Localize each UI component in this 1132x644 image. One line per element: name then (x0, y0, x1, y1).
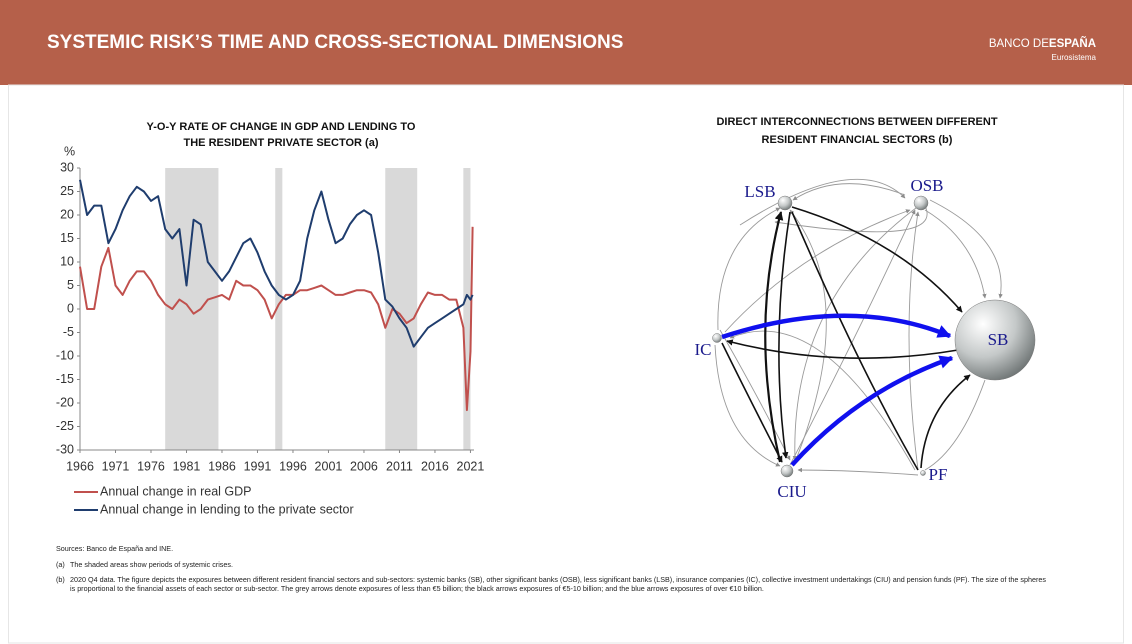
edge (924, 209, 987, 299)
edge (714, 344, 781, 467)
x-tick-label: 1991 (244, 459, 272, 473)
y-tick-label: 10 (60, 254, 74, 268)
edge (790, 355, 954, 467)
node-sphere (712, 333, 722, 343)
edge (719, 329, 791, 461)
x-tick-label: 1981 (173, 459, 201, 473)
x-tick-label: 2021 (457, 459, 485, 473)
node-label: SB (988, 330, 1009, 349)
y-tick-label: 30 (60, 160, 74, 174)
crisis-shade (165, 168, 219, 450)
node-label: CIU (777, 482, 806, 501)
y-tick-label: -10 (56, 348, 74, 362)
note: (b) 2020 Q4 data. The figure depicts the … (56, 575, 1046, 593)
edge (721, 342, 783, 463)
edge (717, 207, 781, 331)
x-tick-label: 1971 (102, 459, 130, 473)
node-sphere (777, 195, 793, 211)
note-text: 2020 Q4 data. The figure depicts the exp… (70, 575, 1046, 593)
chart-title: THE RESIDENT PRIVATE SECTOR (a) (184, 137, 379, 149)
y-tick-label: -15 (56, 372, 74, 386)
y-tick-label: -25 (56, 419, 74, 433)
edge (791, 211, 919, 471)
y-tick-label: 0 (67, 301, 74, 315)
note: (a) The shaded areas show periods of syst… (56, 560, 1046, 569)
diagram-title: RESIDENT FINANCIAL SECTORS (b) (762, 134, 953, 146)
edge (764, 211, 784, 463)
edge (797, 467, 919, 476)
y-tick-label: 25 (60, 184, 74, 198)
y-tick-label: -30 (56, 442, 74, 456)
x-tick-label: 2011 (386, 459, 413, 473)
x-tick-label: 2016 (421, 459, 449, 473)
edge (778, 211, 791, 459)
y-tick-label: -5 (63, 325, 74, 339)
edge (929, 199, 1003, 299)
edge (721, 313, 952, 340)
node-sphere (913, 195, 929, 211)
edge (729, 330, 916, 471)
node-label: OSB (910, 176, 943, 195)
edge (724, 209, 911, 333)
legend-label: Annual change in real GDP (100, 484, 251, 498)
black-edges (721, 206, 971, 471)
edge (739, 178, 906, 226)
chart-title: Y-O-Y RATE OF CHANGE IN GDP AND LENDING … (147, 121, 416, 133)
x-tick-label: 1996 (279, 459, 307, 473)
diagram-title: DIRECT INTERCONNECTIONS BETWEEN DIFFEREN… (716, 116, 997, 128)
note-text: The shaded areas show periods of systemi… (70, 560, 233, 569)
edge (774, 197, 928, 233)
x-tick-label: 2001 (315, 459, 343, 473)
edge (792, 183, 906, 201)
edge (924, 379, 986, 471)
brand-b: ESPAÑA (1049, 37, 1096, 50)
brand-sub: Eurosistema (1052, 53, 1097, 62)
crisis-shade (385, 168, 418, 450)
note-label: (b) (56, 575, 65, 584)
edge (908, 211, 920, 471)
node-label: LSB (744, 182, 775, 201)
edge (791, 206, 963, 313)
edge (726, 339, 959, 359)
series-line (79, 226, 474, 412)
edge (792, 204, 921, 461)
y-tick-label: 15 (60, 231, 74, 245)
x-tick-label: 2006 (350, 459, 378, 473)
crisis-shade (275, 168, 283, 450)
y-tick-label: 5 (67, 278, 74, 292)
node-label: PF (929, 465, 948, 484)
x-tick-label: 1966 (66, 459, 94, 473)
node-sphere (780, 464, 794, 478)
x-tick-label: 1976 (137, 459, 165, 473)
node-label: IC (695, 340, 712, 359)
y-tick-label: 20 (60, 207, 74, 221)
note-label: (a) (56, 560, 65, 569)
brand: BANCO DEESPAÑA (989, 37, 1096, 50)
edge (789, 209, 916, 466)
brand-a: BANCO DE (989, 38, 1049, 50)
y-tick-label: -20 (56, 395, 74, 409)
crisis-shade (463, 168, 471, 450)
y-axis-label: % (64, 144, 75, 158)
series-line (79, 179, 474, 348)
node-sphere (954, 299, 1036, 381)
blue-edges (721, 313, 954, 467)
legend-label: Annual change in lending to the private … (100, 502, 354, 516)
network: LSB OSB SB IC CIU PF (695, 176, 1036, 501)
header-band (0, 0, 1132, 85)
sources: Sources: Banco de España and INE. (56, 544, 174, 553)
frame (8, 84, 1124, 644)
edge (920, 374, 971, 469)
page-title: SYSTEMIC RISK’S TIME AND CROSS-SECTIONAL… (47, 32, 623, 53)
x-tick-label: 1986 (208, 459, 236, 473)
node-sphere (920, 470, 926, 476)
